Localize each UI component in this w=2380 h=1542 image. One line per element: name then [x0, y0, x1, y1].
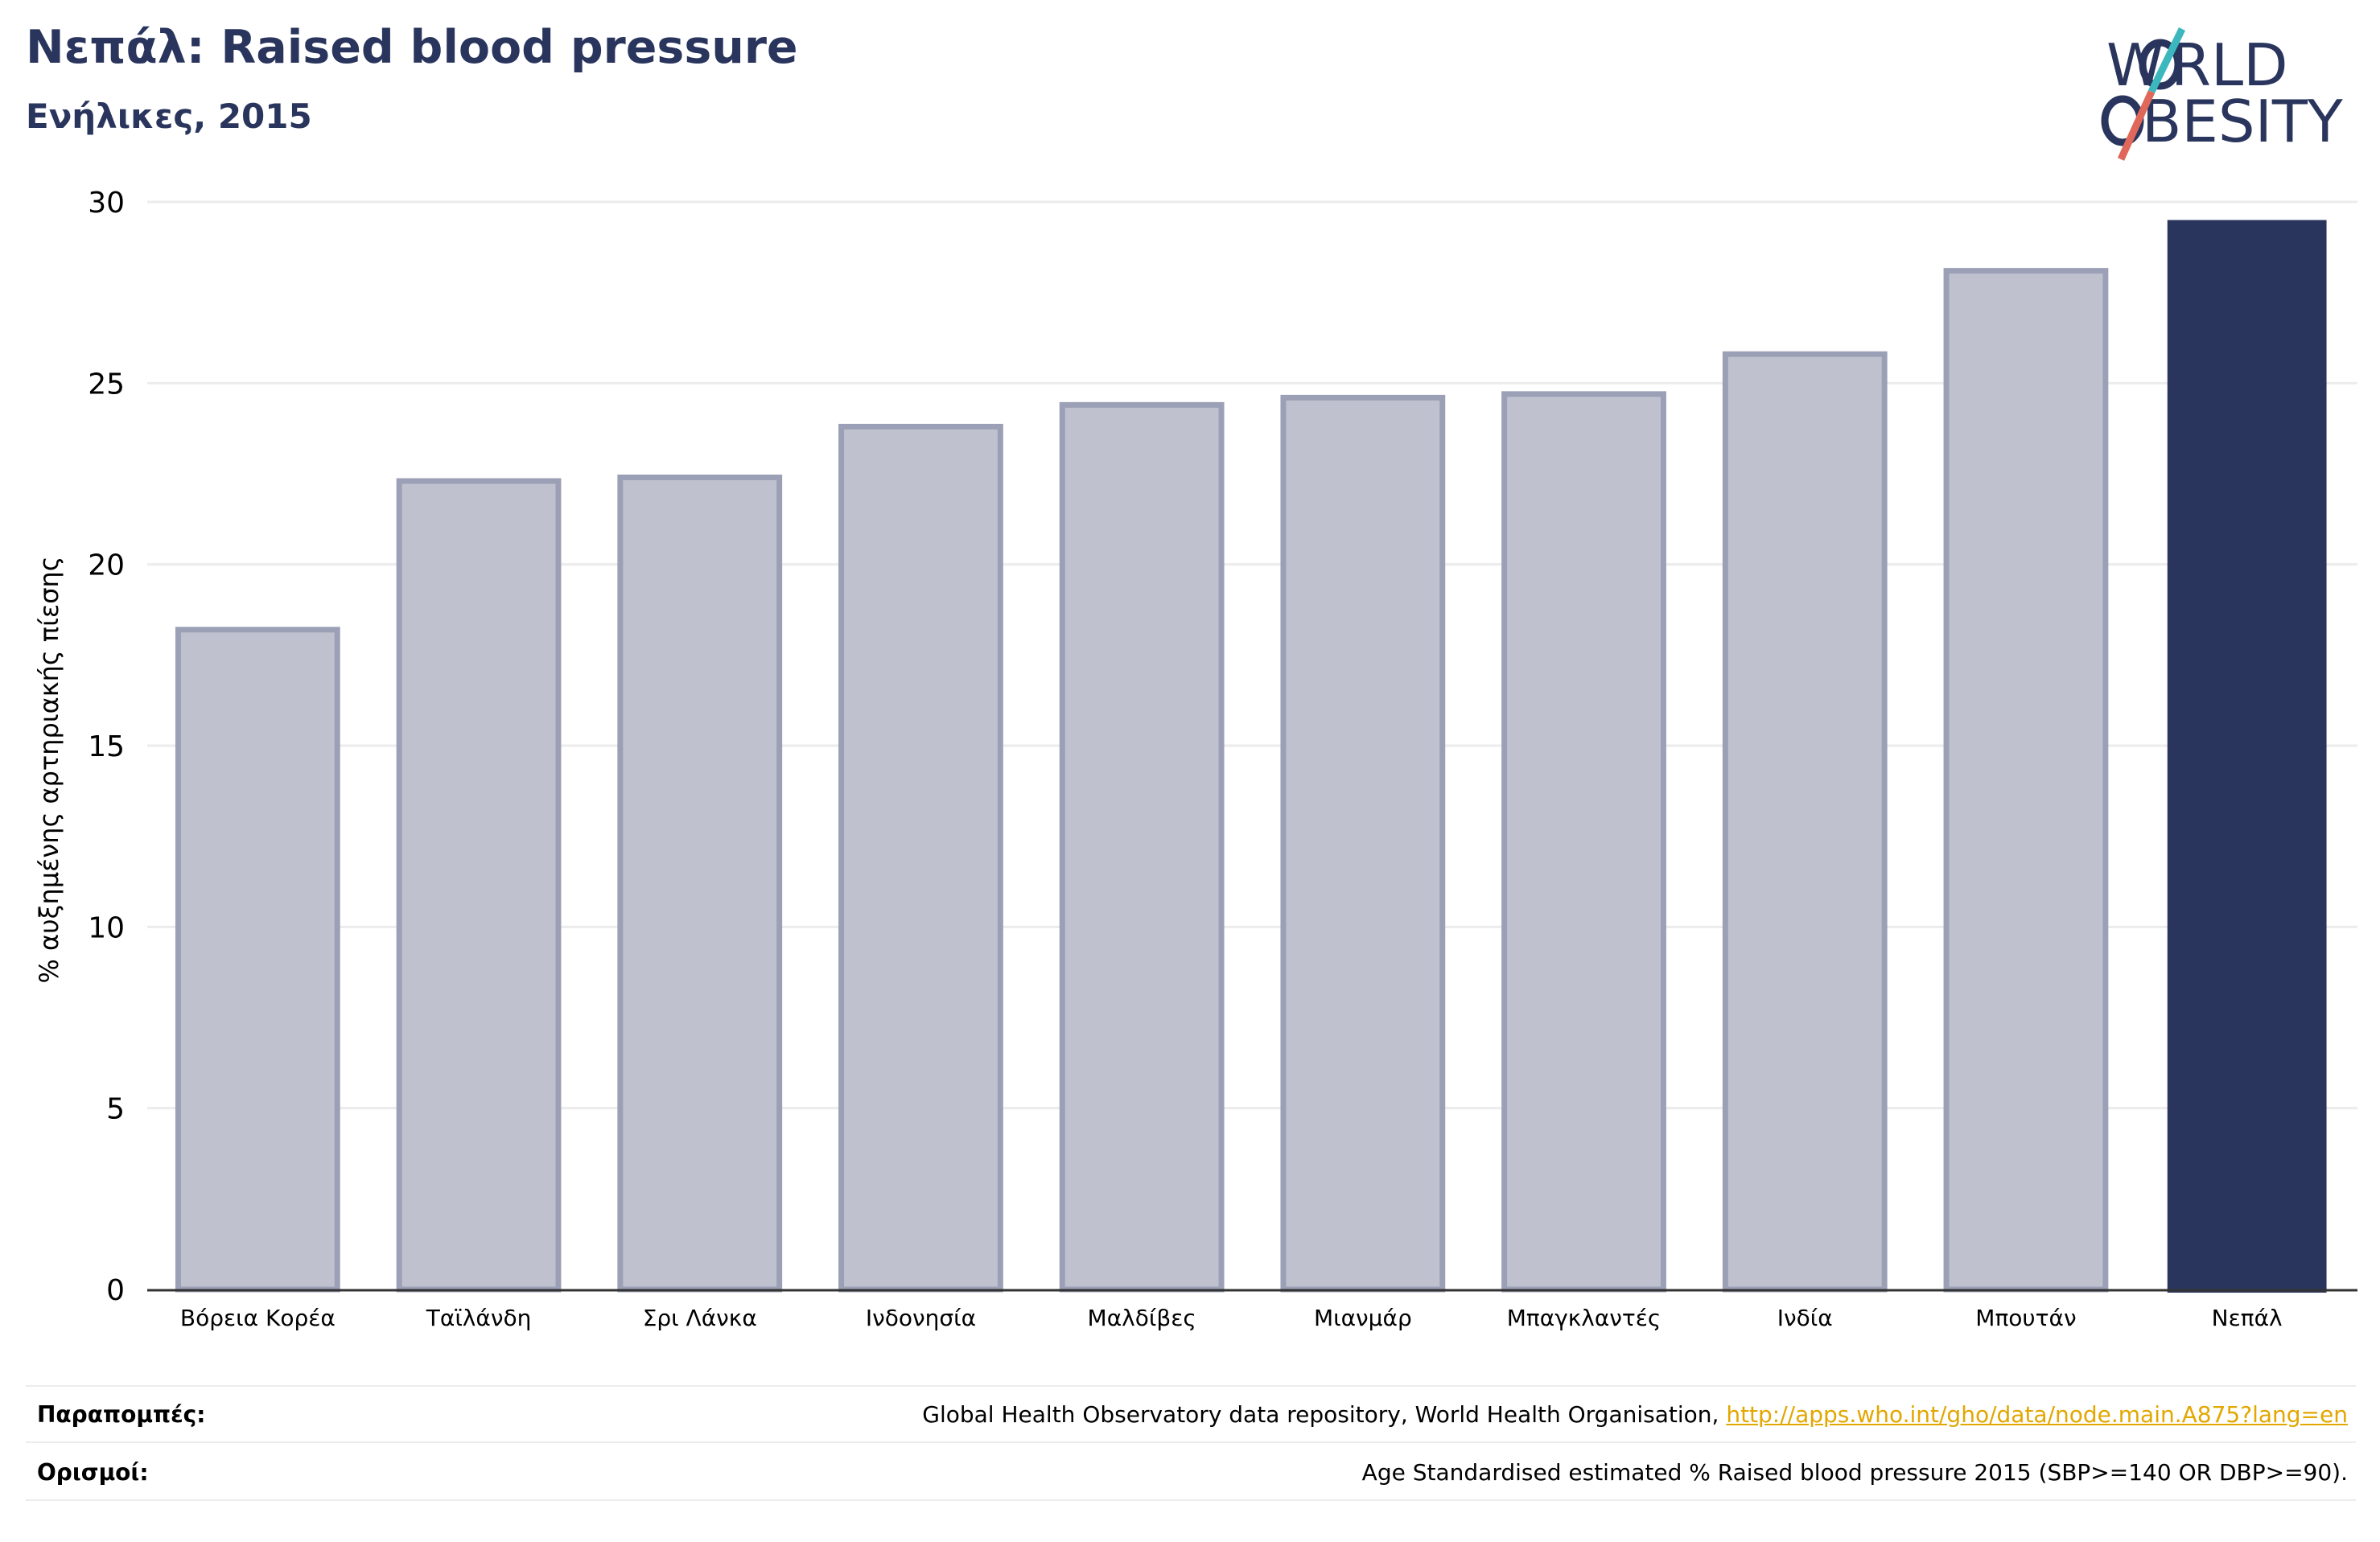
x-tick-label: Μπαγκλαντές: [1507, 1305, 1661, 1331]
y-tick-labels: 0 5 10 15 20 25 30: [88, 187, 125, 1307]
x-tick-label: Ινδία: [1777, 1305, 1833, 1331]
bar: [1943, 268, 2109, 1293]
svg-text:RLD: RLD: [2171, 31, 2288, 99]
sources-text: Global Health Observatory data repositor…: [922, 1401, 2348, 1428]
page-subtitle: Ενήλικες, 2015: [26, 97, 312, 136]
y-tick-label: 5: [106, 1093, 125, 1126]
bar: [1722, 351, 1888, 1293]
world-obesity-logo: W RLD BESITY: [2101, 27, 2344, 161]
x-tick-labels: Βόρεια Κορέα Ταϊλάνδη Σρι Λάνκα Ινδονησία Μα…: [180, 1305, 2283, 1331]
page-title: Νεπάλ: Raised blood pressure: [26, 21, 798, 74]
bar: [1280, 394, 1446, 1293]
definitions-text: Age Standardised estimated % Raised bloo…: [1361, 1459, 2348, 1486]
y-axis-label: % αυξημένης αρτηριακής πίεσης: [34, 556, 64, 983]
bar: [617, 475, 783, 1293]
bar: [2167, 220, 2327, 1293]
y-tick-label: 15: [88, 730, 125, 763]
definitions-label: Ορισμοί:: [37, 1459, 149, 1486]
bar: [175, 627, 340, 1293]
bar: [1059, 401, 1225, 1293]
x-tick-label: Μπουτάν: [1975, 1305, 2076, 1331]
x-tick-label: Σρι Λάνκα: [643, 1305, 757, 1331]
x-tick-label: Βόρεια Κορέα: [180, 1305, 336, 1331]
footer-divider-middle: [26, 1441, 2356, 1443]
bar: [1501, 391, 1666, 1293]
sources-label: Παραπομπές:: [37, 1401, 206, 1428]
footer-divider-top: [26, 1385, 2356, 1387]
footer-divider-bottom: [26, 1499, 2356, 1501]
bar: [838, 423, 1003, 1293]
y-tick-label: 0: [106, 1274, 125, 1307]
bar-chart: 0 5 10 15 20 25 30 Βόρεια Κορέα Ταϊλάνδη Σρι Λάν…: [34, 187, 2357, 1331]
sources-link[interactable]: http://apps.who.int/gho/data/node.main.A…: [1726, 1401, 2348, 1428]
x-tick-label: Ταϊλάνδη: [426, 1305, 532, 1331]
x-tick-label: Νεπάλ: [2212, 1305, 2283, 1331]
x-tick-label: Μαλδίβες: [1088, 1305, 1196, 1331]
x-tick-label: Ινδονησία: [866, 1305, 976, 1331]
y-tick-label: 10: [88, 911, 125, 944]
bars: [175, 220, 2327, 1293]
sources-description: Global Health Observatory data repositor…: [922, 1401, 1727, 1428]
bar: [396, 478, 562, 1293]
y-tick-label: 25: [88, 368, 125, 401]
y-tick-label: 30: [88, 187, 125, 220]
x-tick-label: Μιανμάρ: [1314, 1305, 1412, 1331]
svg-text:BESITY: BESITY: [2142, 88, 2344, 155]
y-tick-label: 20: [88, 549, 125, 582]
